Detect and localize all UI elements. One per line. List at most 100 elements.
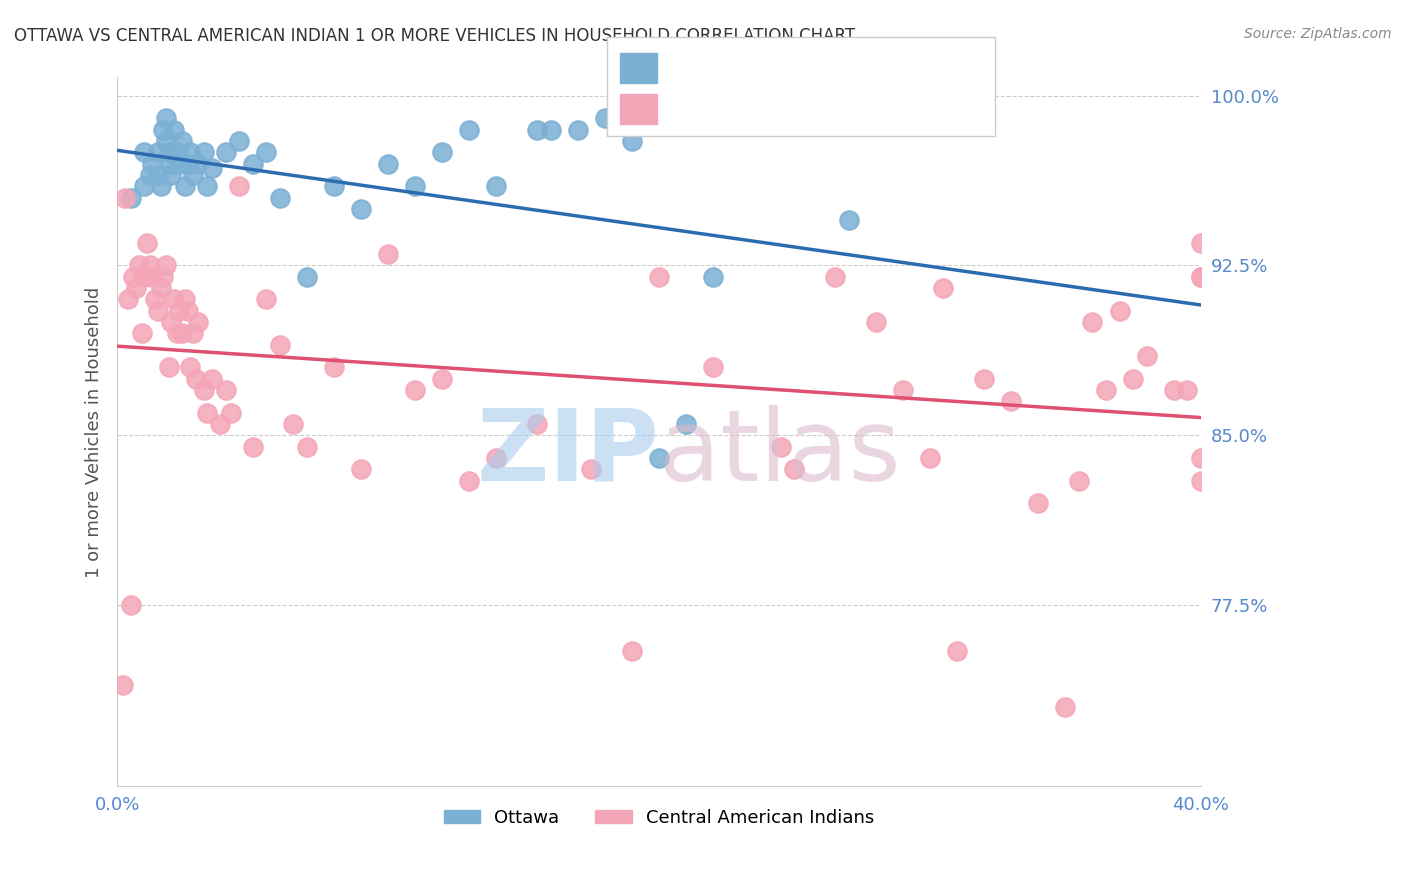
Point [209, 417, 232, 431]
Text: Source: ZipAtlas.com: Source: ZipAtlas.com [1244, 27, 1392, 41]
Point [254, 293, 277, 307]
Point [891, 383, 914, 397]
Text: atlas: atlas [659, 405, 901, 501]
Point [769, 440, 792, 454]
Point [838, 213, 860, 227]
Point [322, 179, 344, 194]
Point [1095, 383, 1118, 397]
Point [157, 145, 180, 160]
Point [228, 134, 250, 148]
Point [179, 360, 201, 375]
Point [179, 145, 201, 160]
Point [1067, 474, 1090, 488]
Point [485, 179, 508, 194]
Point [193, 145, 215, 160]
Point [918, 450, 941, 465]
Point [1000, 394, 1022, 409]
Point [134, 145, 156, 160]
Point [128, 259, 150, 273]
Point [166, 145, 188, 160]
Point [152, 269, 174, 284]
Point [160, 315, 183, 329]
Point [946, 643, 969, 657]
Point [620, 134, 643, 148]
Point [146, 168, 169, 182]
Point [117, 293, 139, 307]
Point [149, 179, 172, 194]
Point [567, 122, 589, 136]
Point [181, 168, 204, 182]
Point [824, 269, 846, 284]
Point [540, 122, 562, 136]
Point [174, 293, 197, 307]
Point [160, 168, 183, 182]
Point [136, 235, 159, 250]
Text: 0.571: 0.571 [717, 56, 773, 74]
Point [174, 179, 197, 194]
Point [169, 156, 191, 170]
Text: 48: 48 [839, 56, 865, 74]
Point [648, 269, 671, 284]
Text: 78: 78 [839, 95, 865, 113]
Point [865, 315, 887, 329]
Point [120, 599, 142, 613]
Point [377, 156, 399, 170]
Point [138, 259, 160, 273]
Point [187, 156, 209, 170]
Point [458, 474, 481, 488]
Point [322, 360, 344, 375]
Point [176, 156, 198, 170]
Text: R =: R = [665, 56, 699, 74]
Point [1189, 235, 1212, 250]
Point [181, 326, 204, 341]
Point [485, 450, 508, 465]
Point [166, 326, 188, 341]
Point [163, 122, 186, 136]
Point [149, 281, 172, 295]
Point [1081, 315, 1104, 329]
Point [228, 179, 250, 194]
Point [160, 156, 183, 170]
Point [295, 269, 318, 284]
Point [269, 190, 291, 204]
Point [155, 134, 177, 148]
Point [1163, 383, 1185, 397]
Point [432, 145, 454, 160]
Point [526, 417, 548, 431]
Point [1136, 349, 1159, 363]
Point [254, 145, 277, 160]
Point [138, 168, 160, 182]
Point [1175, 383, 1198, 397]
Point [120, 190, 142, 204]
Point [125, 281, 148, 295]
Point [1054, 700, 1077, 714]
Text: N =: N = [787, 56, 821, 74]
Point [146, 303, 169, 318]
Point [214, 383, 236, 397]
Point [1122, 372, 1144, 386]
Point [1189, 474, 1212, 488]
Point [350, 462, 373, 476]
Point [155, 259, 177, 273]
Point [219, 406, 242, 420]
Point [702, 360, 724, 375]
Point [242, 440, 264, 454]
Point [648, 450, 671, 465]
Point [195, 179, 218, 194]
Point [675, 417, 697, 431]
Point [193, 383, 215, 397]
Point [163, 293, 186, 307]
Point [1189, 450, 1212, 465]
Point [620, 643, 643, 657]
Text: R =: R = [665, 95, 699, 113]
Point [111, 677, 134, 691]
Point [169, 303, 191, 318]
Point [242, 156, 264, 170]
Point [187, 315, 209, 329]
Point [134, 179, 156, 194]
Point [122, 269, 145, 284]
Point [350, 202, 373, 216]
Point [176, 303, 198, 318]
Point [295, 440, 318, 454]
Point [973, 372, 995, 386]
